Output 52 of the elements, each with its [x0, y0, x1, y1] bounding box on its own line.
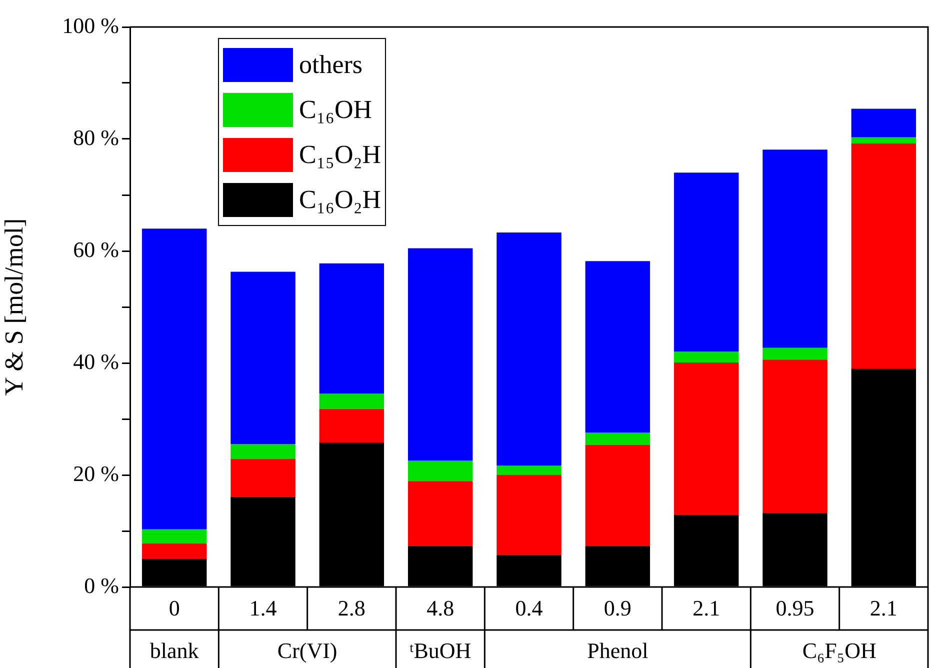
bar — [142, 529, 207, 544]
text: Phenol — [587, 638, 648, 663]
x-tick-label: 0.4 — [515, 595, 543, 620]
legend-label: C₁₆OH — [299, 94, 372, 124]
y-tick-label: 60 % — [73, 236, 119, 262]
bar — [319, 263, 384, 394]
bar — [762, 360, 828, 514]
bar — [408, 481, 473, 546]
y-tick-label: 20 % — [73, 460, 119, 486]
bar — [496, 465, 562, 475]
y-tick-label: 0 % — [84, 572, 119, 598]
y-tick-label: 100 % — [62, 12, 119, 38]
bar — [585, 444, 650, 546]
x-tick-label: 2.1 — [870, 595, 898, 620]
x-tick-label: 4.8 — [426, 595, 454, 620]
y-axis-title: Y & S [mol/mol] — [0, 218, 28, 396]
bar — [230, 444, 296, 459]
bar — [496, 232, 562, 466]
bar — [585, 432, 650, 445]
bar — [230, 272, 296, 444]
bar — [851, 137, 916, 144]
text: blank — [150, 638, 199, 663]
x-tick-label: 2.8 — [338, 595, 366, 620]
bar — [230, 458, 296, 497]
y-tick-label: 40 % — [73, 348, 119, 374]
bar — [674, 172, 739, 352]
x-tick-label: 0.95 — [776, 595, 814, 620]
bar — [851, 143, 916, 369]
bar — [142, 228, 207, 530]
legend-label: C₁₅O₂H — [299, 140, 382, 170]
bar — [585, 261, 650, 432]
bar — [408, 460, 473, 482]
bar — [851, 108, 916, 138]
x-tick-label: 0.9 — [604, 595, 632, 620]
legend-label: others — [299, 50, 363, 80]
bar — [762, 348, 828, 360]
bar — [319, 408, 384, 443]
text: C₆F₅OH — [802, 638, 876, 663]
bar — [142, 543, 207, 559]
text: ᵗBuOH — [409, 638, 472, 663]
legend-label: C₁₆O₂H — [299, 184, 382, 214]
bar — [762, 150, 828, 348]
x-tick-label: 0 — [168, 595, 180, 620]
bar — [319, 394, 384, 409]
bar — [674, 352, 739, 362]
x-tick-label: 1.4 — [249, 595, 277, 620]
bar — [674, 362, 739, 515]
y-tick-label: 80 % — [73, 124, 119, 150]
text: Cr(VI) — [277, 638, 338, 663]
x-tick-label: 2.1 — [692, 595, 720, 620]
bar — [496, 475, 562, 556]
bar — [408, 248, 473, 460]
